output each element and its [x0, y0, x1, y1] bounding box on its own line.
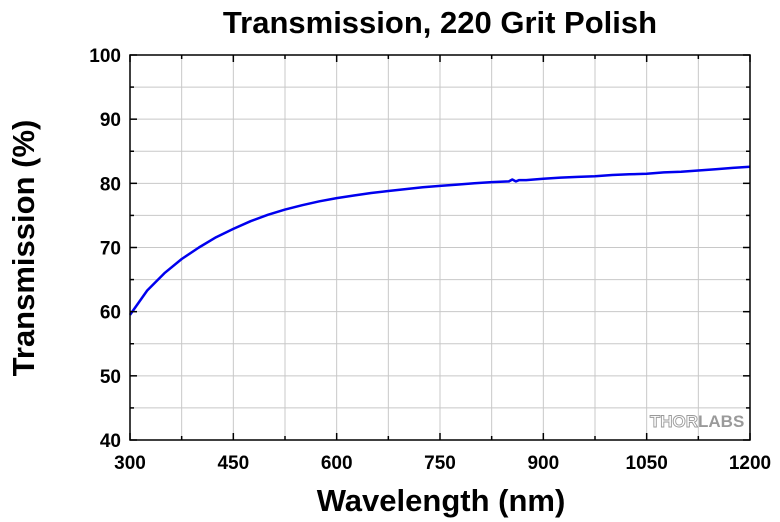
y-tick-label: 70 — [100, 239, 121, 260]
x-tick-label: 1200 — [729, 453, 771, 474]
x-tick-label: 300 — [114, 453, 146, 474]
y-tick-label: 100 — [89, 46, 121, 67]
y-tick-label: 80 — [100, 174, 121, 195]
y-tick-labels: 40 50 60 70 80 90 100 — [89, 46, 121, 452]
y-tick-label: 50 — [100, 367, 121, 388]
x-tick-label: 900 — [527, 453, 559, 474]
thorlabs-watermark: THOR LABS — [649, 412, 744, 432]
x-tick-label: 750 — [424, 453, 456, 474]
transmission-series-line — [128, 165, 751, 316]
x-tick-label: 600 — [321, 453, 353, 474]
axis-ticks — [129, 54, 751, 441]
grid — [130, 55, 750, 440]
y-tick-label: 40 — [100, 431, 121, 452]
x-axis-label: Wavelength (nm) — [317, 483, 566, 518]
y-axis-label: Transmission (%) — [6, 120, 41, 377]
x-tick-labels: 300 450 600 750 900 1050 1200 — [114, 453, 771, 474]
x-tick-label: 1050 — [626, 453, 668, 474]
x-tick-label: 450 — [217, 453, 249, 474]
watermark-part2: LABS — [698, 412, 744, 431]
y-tick-label: 90 — [100, 110, 121, 131]
y-tick-label: 60 — [100, 303, 121, 324]
watermark-part1: THOR — [650, 412, 698, 431]
chart-title: Transmission, 220 Grit Polish — [223, 5, 657, 40]
